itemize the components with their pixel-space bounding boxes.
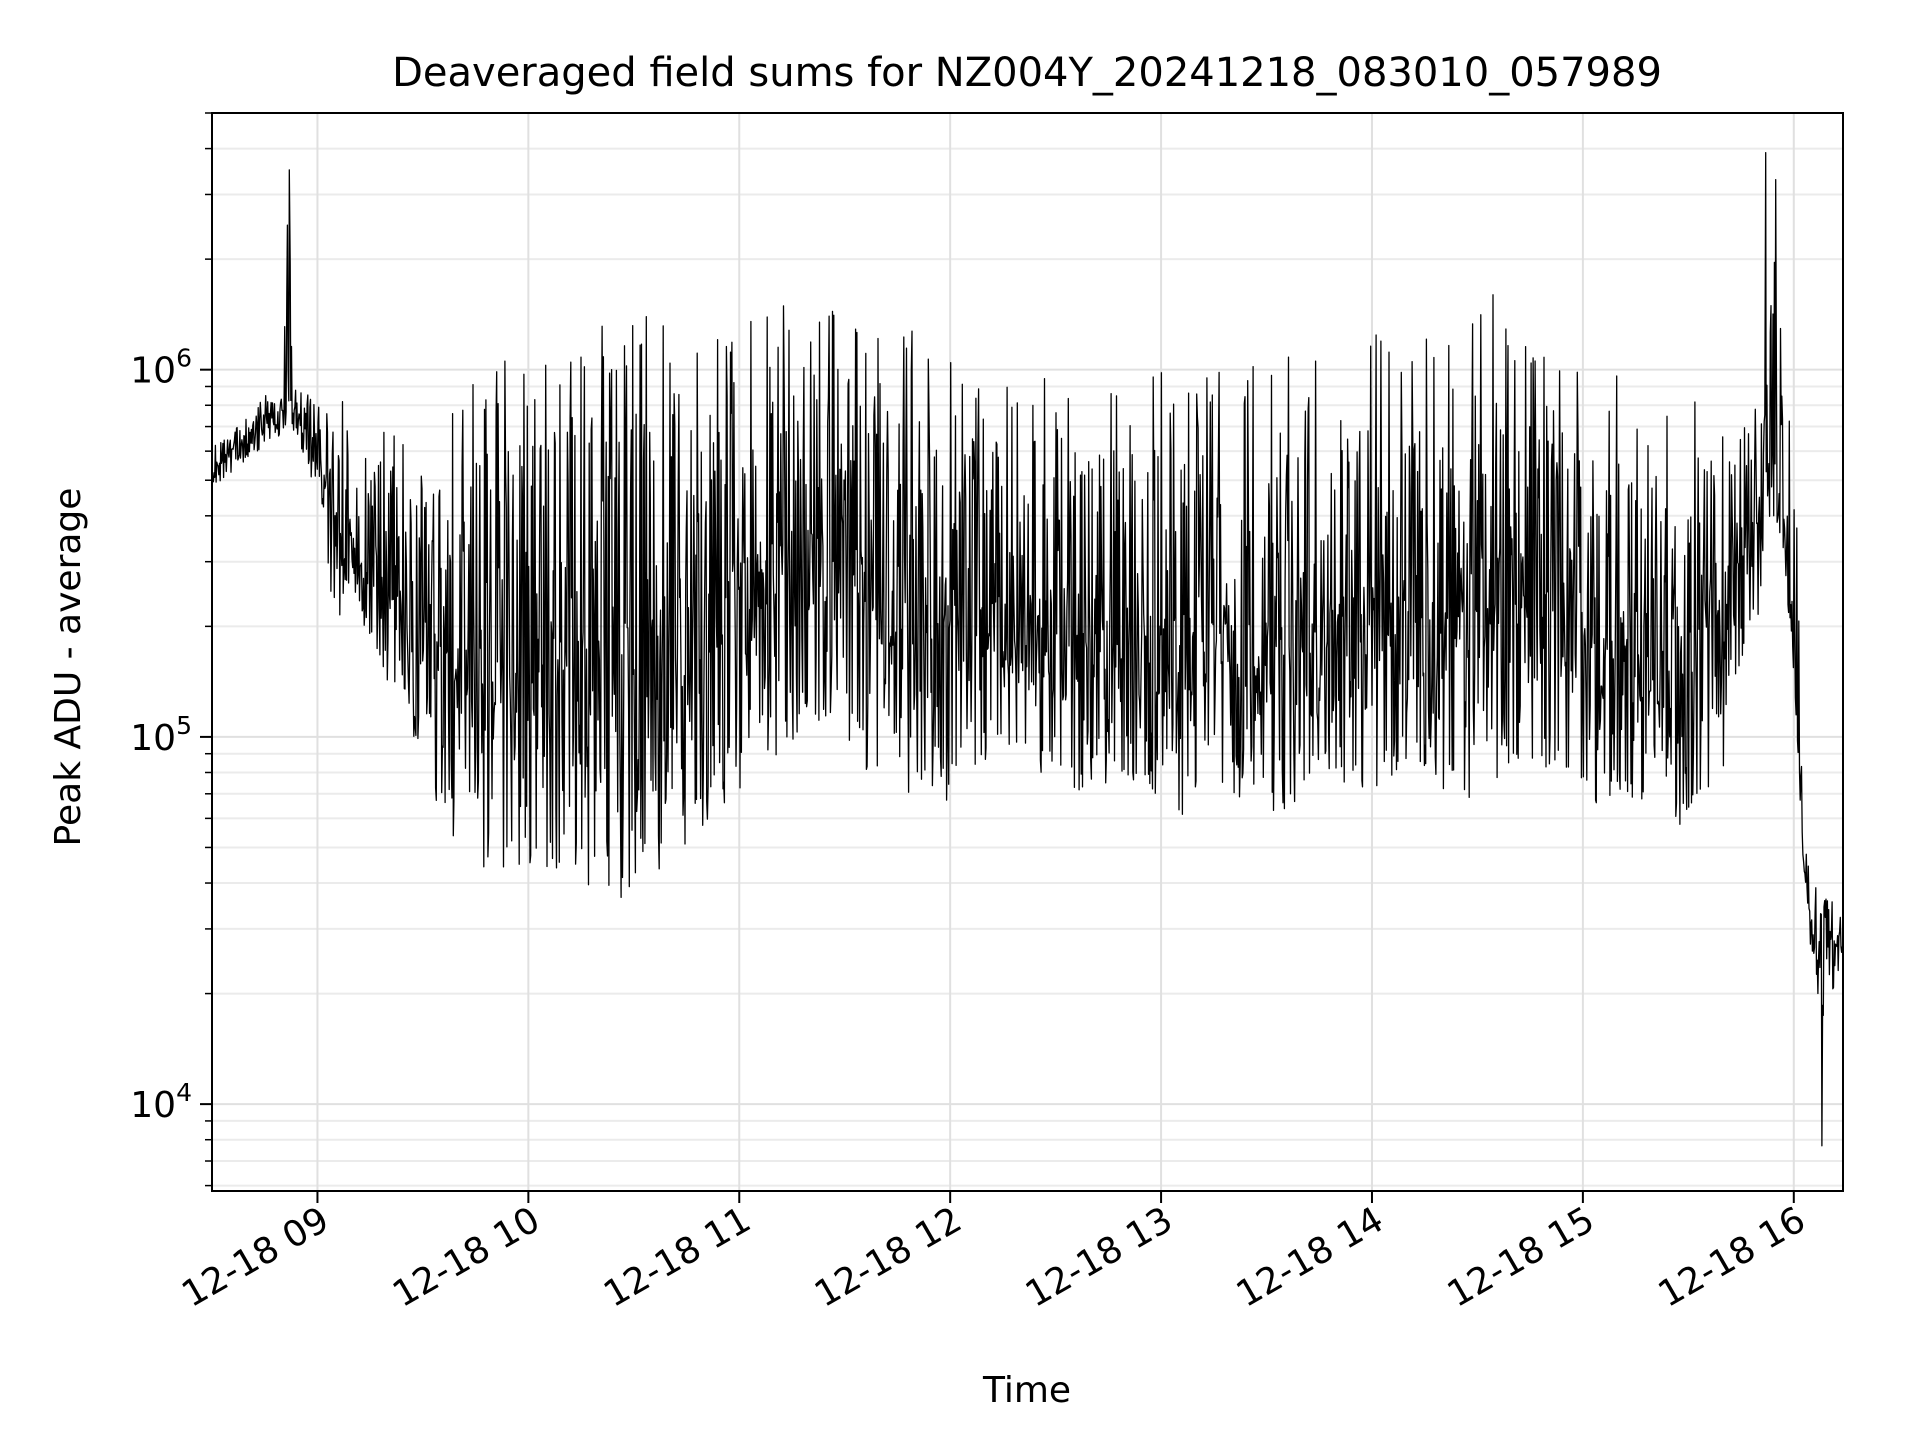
y-tick-label: 104: [130, 1078, 192, 1126]
y-tick-label: 106: [130, 344, 192, 392]
data-series: [211, 151, 1844, 1147]
y-tick-label: 105: [130, 711, 192, 759]
y-axis-label: Peak ADU - average: [48, 488, 89, 847]
series-line: [211, 151, 1844, 1147]
plot-frame: [211, 112, 1844, 1192]
x-axis-label: Time: [982, 1370, 1071, 1411]
chart-title: Deaveraged field sums for NZ004Y_2024121…: [392, 50, 1662, 96]
